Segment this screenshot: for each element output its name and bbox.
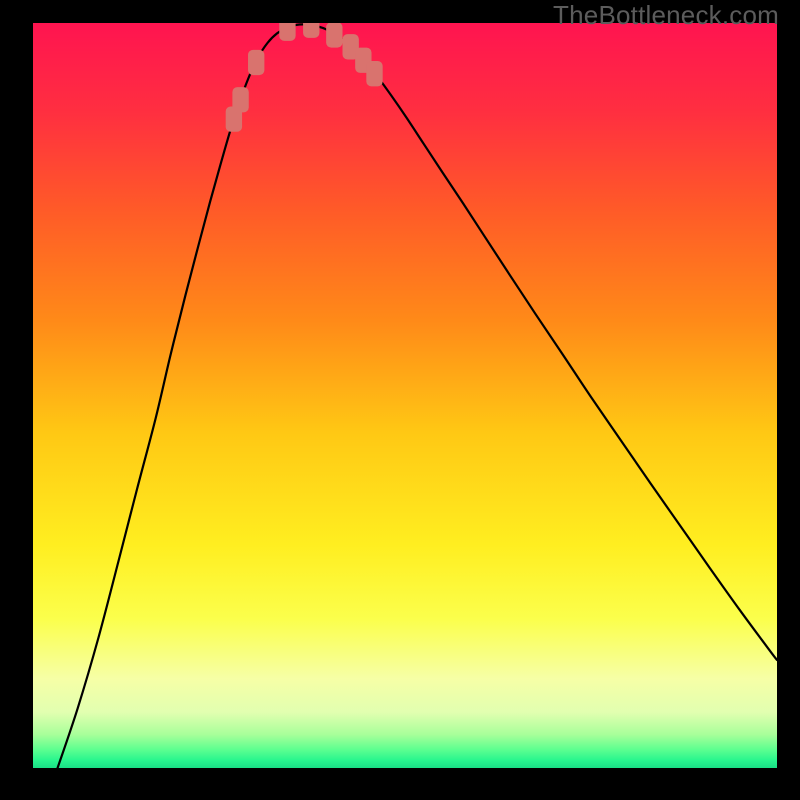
watermark-text: TheBottleneck.com (553, 0, 779, 31)
data-marker (303, 23, 319, 38)
data-marker (326, 23, 342, 48)
data-marker (232, 87, 248, 112)
curve-layer (33, 23, 777, 768)
data-marker (248, 50, 264, 75)
data-marker (366, 61, 382, 86)
bottleneck-curve (58, 24, 777, 768)
data-marker (279, 23, 295, 41)
plot-area (33, 23, 777, 768)
